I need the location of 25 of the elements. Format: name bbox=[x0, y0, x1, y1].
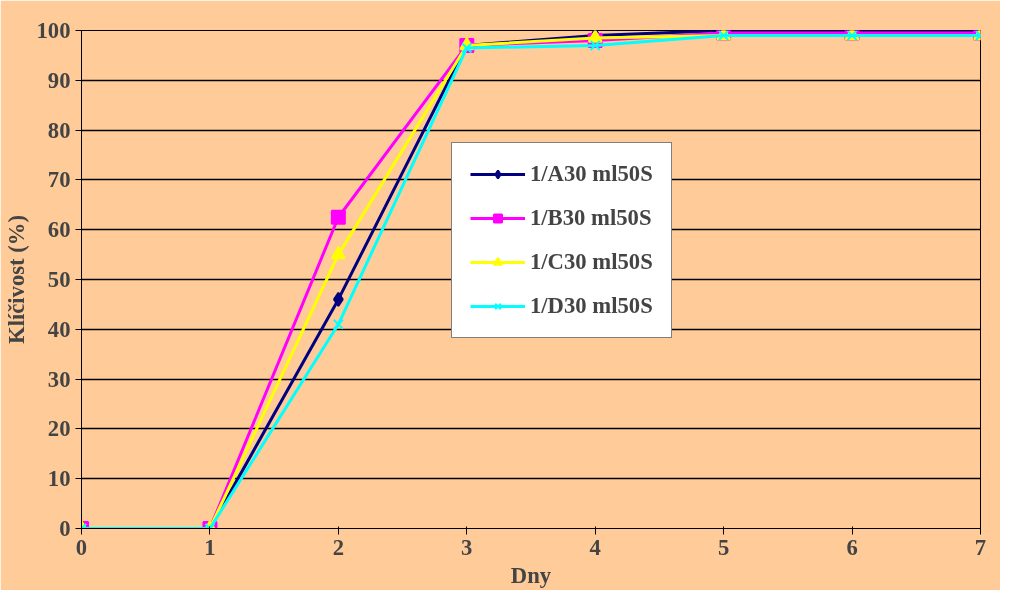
x-tick-label: 2 bbox=[332, 534, 345, 560]
legend-label: 1/A30 ml50S bbox=[530, 161, 653, 187]
y-tick-label: 80 bbox=[47, 117, 71, 143]
x-tick-label: 7 bbox=[974, 534, 987, 560]
x-tick-label: 3 bbox=[461, 534, 473, 560]
y-tick-label: 70 bbox=[47, 167, 71, 193]
y-tick-label: 50 bbox=[47, 267, 71, 292]
y-tick-label: 40 bbox=[47, 316, 71, 342]
y-tick-label: 90 bbox=[47, 67, 71, 93]
legend-label: 1/C30 ml50S bbox=[530, 249, 653, 275]
y-tick-label: 0 bbox=[59, 516, 71, 541]
y-axis-title: Klíčivost (%) bbox=[3, 215, 29, 344]
x-tick-label: 5 bbox=[717, 534, 730, 560]
y-tick-label: 100 bbox=[36, 18, 71, 43]
y-tick-label: 30 bbox=[47, 366, 71, 392]
legend-label: 1/B30 ml50S bbox=[530, 205, 652, 231]
x-axis-title: Dny bbox=[510, 562, 552, 588]
x-tick-label: 4 bbox=[589, 534, 601, 560]
y-tick-label: 10 bbox=[47, 466, 71, 492]
y-tick-label: 20 bbox=[47, 416, 71, 442]
y-tick-label: 60 bbox=[47, 217, 71, 243]
legend-label: 1/D30 ml50S bbox=[530, 293, 653, 319]
x-tick-label: 1 bbox=[204, 534, 216, 560]
x-tick-label: 6 bbox=[846, 534, 858, 560]
x-tick-label: 0 bbox=[75, 534, 88, 560]
